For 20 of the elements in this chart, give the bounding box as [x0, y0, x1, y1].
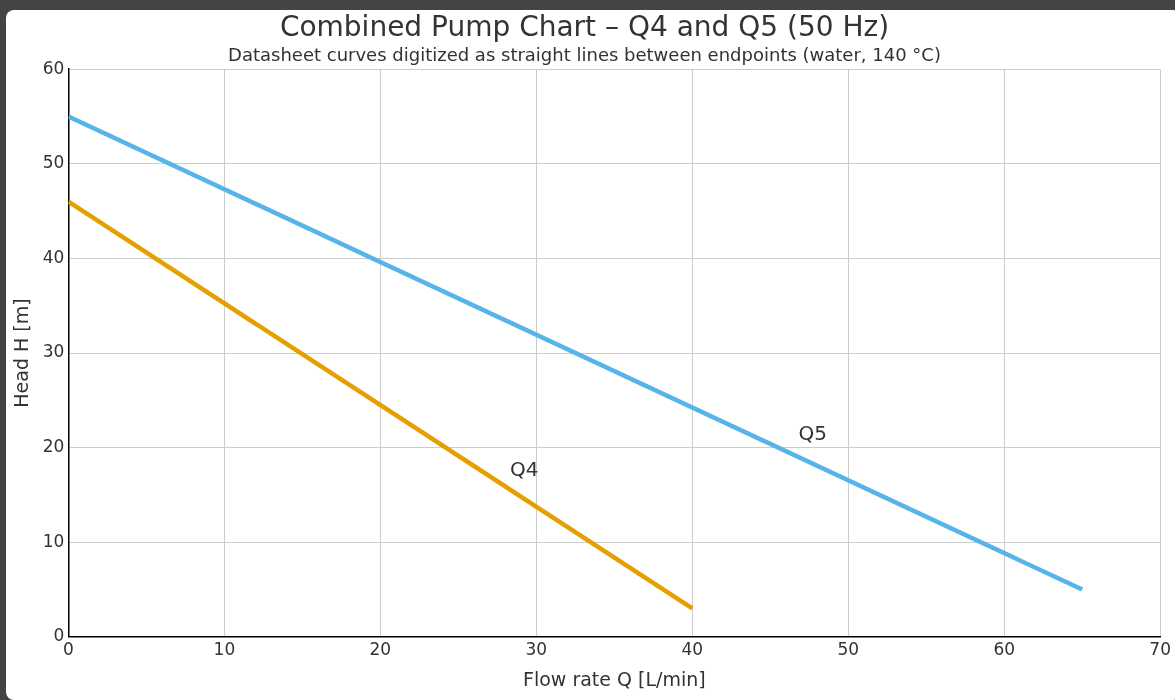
chart-subtitle: Datasheet curves digitized as straight lines between endpoints (water, 140 °C) [228, 44, 941, 66]
x-tick-label: 70 [1149, 639, 1171, 660]
x-tick-label: 60 [993, 639, 1016, 660]
x-tick-label: 40 [681, 639, 704, 660]
x-axis-title: Flow rate Q [L/min] [522, 667, 706, 690]
x-tick-label: 20 [369, 639, 392, 660]
y-tick-label: 50 [42, 152, 65, 173]
y-tick-label: 10 [42, 530, 65, 551]
y-tick-label: 0 [53, 625, 65, 646]
series-label: Q4 [510, 456, 539, 481]
y-tick-label: 30 [42, 341, 65, 362]
y-tick-label: 20 [42, 436, 65, 457]
x-tick-label: 10 [213, 639, 236, 660]
x-tick-label: 50 [837, 639, 860, 660]
x-tick-label: 30 [525, 639, 548, 660]
series-label: Q5 [798, 420, 828, 445]
y-tick-label: 40 [42, 246, 65, 267]
y-axis-title: Head H [m] [10, 298, 33, 408]
y-tick-label: 60 [42, 57, 65, 78]
chart-title: Combined Pump Chart – Q4 and Q5 (50 Hz) [279, 10, 890, 44]
